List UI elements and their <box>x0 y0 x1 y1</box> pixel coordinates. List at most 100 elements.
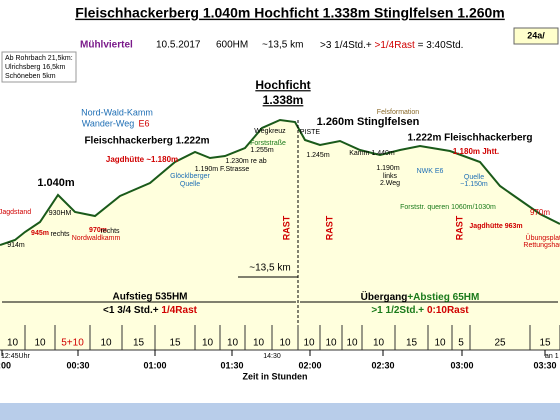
profile-label: Kamm 1.440m <box>349 150 395 157</box>
x-tick-label: 03:00 <box>450 360 473 370</box>
rest-label: RAST <box>281 215 291 240</box>
segment-minutes: 15 <box>406 338 418 349</box>
profile-label: Nord-Wald-Kamm <box>81 107 153 117</box>
profile-label: 1.230m re ab <box>225 158 266 165</box>
summary: Übergang+Abstieg 65HM <box>361 290 480 303</box>
profile-area <box>0 120 560 350</box>
profile-label: ~1.150m <box>460 181 488 188</box>
summary-part: <1 3/4 Std.+ <box>103 305 159 316</box>
profile-label: 2.Weg <box>380 180 400 187</box>
x-tick-label: 00:30 <box>66 360 89 370</box>
segment-minutes: 5+10 <box>61 338 84 349</box>
notes-box <box>1 51 77 83</box>
profile-label: 1.040m <box>37 177 75 189</box>
profile-label: 1.190m <box>376 165 400 172</box>
time-walk: >3 1/4Std.+ <box>320 40 372 51</box>
summary: Aufstieg 535HM <box>112 292 187 303</box>
x-tick-label: 02:00 <box>298 360 321 370</box>
segment-minutes: 10 <box>325 338 337 349</box>
date: 10.5.2017 <box>156 40 201 51</box>
profile-label: Fleischhackerberg 1.222m <box>84 136 209 147</box>
profile-label: 930HM <box>49 210 72 217</box>
route-box <box>513 27 559 45</box>
segment-minutes: 15 <box>169 338 181 349</box>
summary: >1 1/2Std.+ 0:10Rast <box>371 305 469 316</box>
profile-label: Nordwaldkamm <box>72 235 121 242</box>
profile-label: Übungsplatz <box>526 234 560 242</box>
profile-label: Jagdhütte ~1.180m <box>106 155 178 164</box>
time-rest: >1/4Rast <box>375 40 416 51</box>
profile-label: Forststr. queren 1060m/1030m <box>400 204 496 211</box>
summary-part: >1 1/2Std.+ <box>371 305 424 316</box>
segment-minutes: 10 <box>34 338 46 349</box>
profile-label: Forststraße <box>250 140 286 147</box>
profile-line <box>0 118 560 246</box>
x-tick-label: 01:30 <box>220 360 243 370</box>
segment-minutes: 10 <box>434 338 446 349</box>
title: Fleischhackerberg 1.040m Hochficht 1.338… <box>75 5 505 21</box>
segment-minutes: 15 <box>133 338 145 349</box>
region: Mühlviertel <box>80 40 133 51</box>
segment-minutes: 10 <box>303 338 315 349</box>
x-tick-label: 01:00 <box>143 360 166 370</box>
profile-label: rechts <box>50 231 70 238</box>
segment-minutes: 10 <box>7 338 19 349</box>
bottom-band <box>0 403 560 420</box>
profile-label: 1.338m <box>263 93 304 107</box>
segment-minutes: 10 <box>100 338 112 349</box>
profile-label: Wegkreuz <box>254 128 286 135</box>
profile-label: Felsformation <box>377 109 420 116</box>
x-mid: 14:30 <box>263 353 281 360</box>
route-no: 24a/ <box>527 30 545 40</box>
profile-label: Jagdhütte 963m <box>469 223 522 230</box>
x-tick-label: 0:00 <box>0 360 11 370</box>
time: >3 1/4Std.+ >1/4Rast = 3:40Std. <box>320 40 463 51</box>
profile-label: Quelle <box>180 181 200 188</box>
note: Ab Rohrbach 21,5km: <box>5 55 73 62</box>
x-tick-label: 02:30 <box>371 360 394 370</box>
profile-label: Jagdstand <box>0 209 31 216</box>
profile-label: 914m <box>7 242 25 249</box>
profile-label: 945m <box>31 230 49 237</box>
summary-part: 0:10Rast <box>427 305 469 316</box>
profile-label: Rettungshaus <box>523 242 560 249</box>
profile-label: Quelle <box>464 174 484 181</box>
profile-label: PISTE <box>300 129 321 136</box>
time-total: = 3:40Std. <box>418 40 464 51</box>
x-start: 12:45Uhr <box>1 353 30 360</box>
profile-label: 1.255m <box>250 147 274 154</box>
summary-part: Übergang <box>361 290 408 303</box>
summary-part: 1/4Rast <box>161 305 197 316</box>
segment-minutes: 5 <box>458 338 464 349</box>
segment-minutes: 10 <box>227 338 239 349</box>
profile-label: 1.180m Jhtt. <box>453 147 499 156</box>
profile-label: links <box>383 173 398 180</box>
profile-label: 970m <box>530 208 550 217</box>
summary: <1 3/4 Std.+ 1/4Rast <box>103 305 198 316</box>
ascent: 600HM <box>216 40 248 51</box>
profile-label: 970m <box>89 227 107 234</box>
x-tick-label: 03:30 <box>533 360 556 370</box>
segment-minutes: 25 <box>494 338 506 349</box>
note: Ulrichsberg 16,5km <box>5 64 65 71</box>
distance: ~13,5 km <box>262 40 303 51</box>
profile-label: 1.260m Stinglfelsen <box>317 116 420 128</box>
profile-label: 1.245m <box>306 152 330 159</box>
profile-label: Wander-Weg <box>82 118 135 128</box>
profile-label: Hochficht <box>255 78 310 92</box>
segment-minutes: 10 <box>373 338 385 349</box>
summary: ~13,5 km <box>249 263 290 274</box>
x-end: an 1 <box>545 353 559 360</box>
profile-label: rechts <box>100 228 120 235</box>
profile-label: Glöcklberger <box>170 173 210 180</box>
profile-label: 1.190m F.Strasse <box>195 166 250 173</box>
x-title: Zeit in Stunden <box>243 371 308 381</box>
profile-label: 1.222m Fleischhackerberg <box>407 133 532 144</box>
summary-part: +Abstieg 65HM <box>407 292 479 303</box>
rest-label: RAST <box>324 215 334 240</box>
segment-minutes: 10 <box>253 338 265 349</box>
rest-label: RAST <box>454 215 464 240</box>
profile-label: E6 <box>138 118 149 128</box>
profile-label: NWK E6 <box>417 168 444 175</box>
